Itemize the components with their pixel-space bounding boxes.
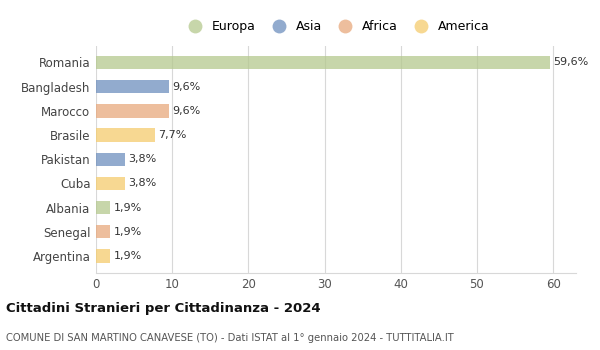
Bar <box>96 56 550 69</box>
Bar <box>96 104 169 118</box>
Text: 1,9%: 1,9% <box>113 203 142 213</box>
Text: 7,7%: 7,7% <box>158 130 186 140</box>
Bar <box>96 80 169 93</box>
Bar <box>96 177 125 190</box>
Bar <box>96 225 110 238</box>
Text: Cittadini Stranieri per Cittadinanza - 2024: Cittadini Stranieri per Cittadinanza - 2… <box>6 302 320 315</box>
Bar <box>96 153 125 166</box>
Text: 9,6%: 9,6% <box>172 82 200 92</box>
Text: 3,8%: 3,8% <box>128 154 156 164</box>
Text: 1,9%: 1,9% <box>113 227 142 237</box>
Text: 9,6%: 9,6% <box>172 106 200 116</box>
Text: 59,6%: 59,6% <box>553 57 589 68</box>
Bar <box>96 249 110 262</box>
Legend: Europa, Asia, Africa, America: Europa, Asia, Africa, America <box>179 18 493 36</box>
Text: COMUNE DI SAN MARTINO CANAVESE (TO) - Dati ISTAT al 1° gennaio 2024 - TUTTITALIA: COMUNE DI SAN MARTINO CANAVESE (TO) - Da… <box>6 333 454 343</box>
Text: 1,9%: 1,9% <box>113 251 142 261</box>
Text: 3,8%: 3,8% <box>128 178 156 188</box>
Bar <box>96 201 110 214</box>
Bar <box>96 128 155 142</box>
